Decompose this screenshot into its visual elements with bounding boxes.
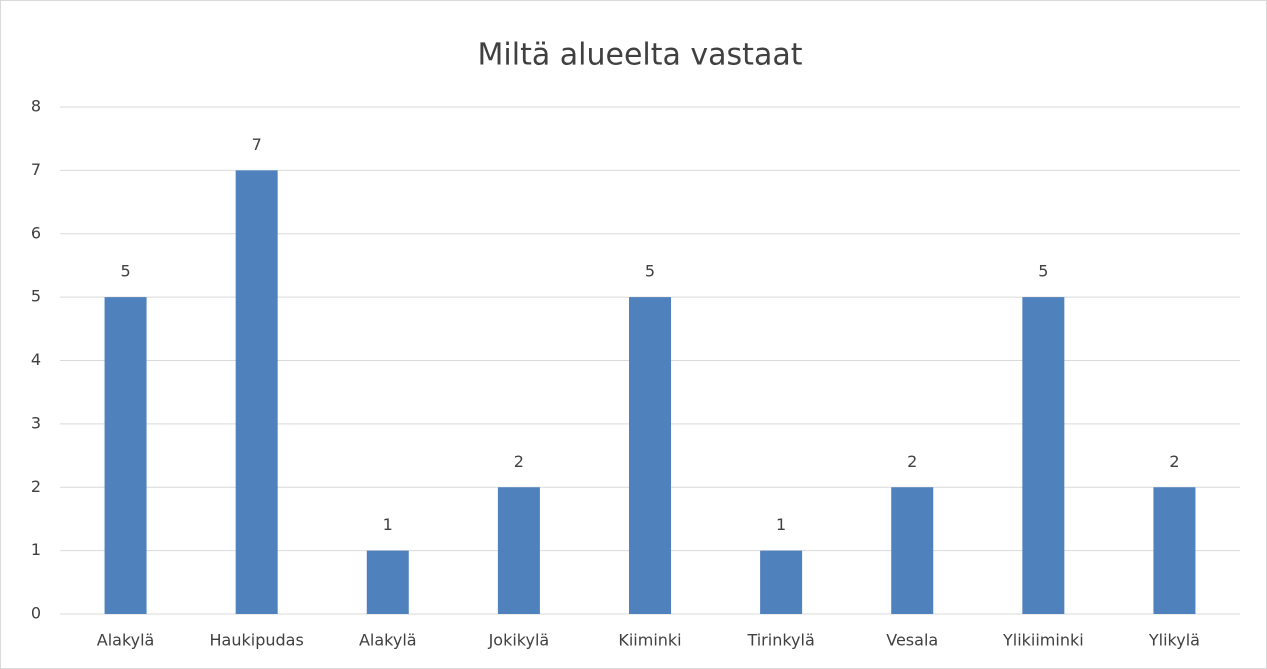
x-tick-label: Ylikiiminki — [1002, 631, 1084, 650]
y-tick-label: 7 — [31, 160, 41, 179]
bar — [1153, 487, 1196, 614]
data-label: 5 — [1038, 262, 1048, 281]
data-label: 2 — [1169, 452, 1179, 471]
y-tick-label: 0 — [31, 604, 41, 623]
x-tick-label: Kiiminki — [618, 631, 681, 650]
data-label: 2 — [907, 452, 917, 471]
x-tick-label: Alakylä — [97, 631, 155, 650]
x-tick-label: Tirinkylä — [746, 631, 814, 650]
bar — [366, 550, 409, 614]
y-tick-label: 2 — [31, 477, 41, 496]
bar — [891, 487, 934, 614]
y-tick-label: 8 — [31, 97, 41, 116]
chart-title: Miltä alueelta vastaat — [478, 38, 803, 73]
data-label: 5 — [120, 262, 130, 281]
data-label: 1 — [383, 515, 393, 534]
x-tick-label: Jokikylä — [488, 631, 550, 650]
x-tick-label: Ylikylä — [1148, 631, 1200, 650]
bar — [760, 550, 803, 614]
bar — [104, 297, 147, 614]
data-label: 1 — [776, 515, 786, 534]
data-label: 2 — [514, 452, 524, 471]
bar — [497, 487, 540, 614]
y-tick-label: 5 — [31, 287, 41, 306]
x-tick-label: Alakylä — [359, 631, 417, 650]
bar — [235, 170, 278, 614]
y-tick-label: 1 — [31, 540, 41, 559]
y-tick-label: 6 — [31, 223, 41, 242]
bar — [629, 297, 671, 614]
data-label: 7 — [252, 135, 262, 154]
bar — [1022, 297, 1065, 614]
y-tick-label: 4 — [31, 350, 41, 369]
x-tick-label: Haukipudas — [210, 631, 304, 650]
x-tick-label: Vesala — [886, 631, 938, 650]
y-tick-label: 3 — [31, 413, 41, 432]
data-label: 5 — [645, 262, 655, 281]
